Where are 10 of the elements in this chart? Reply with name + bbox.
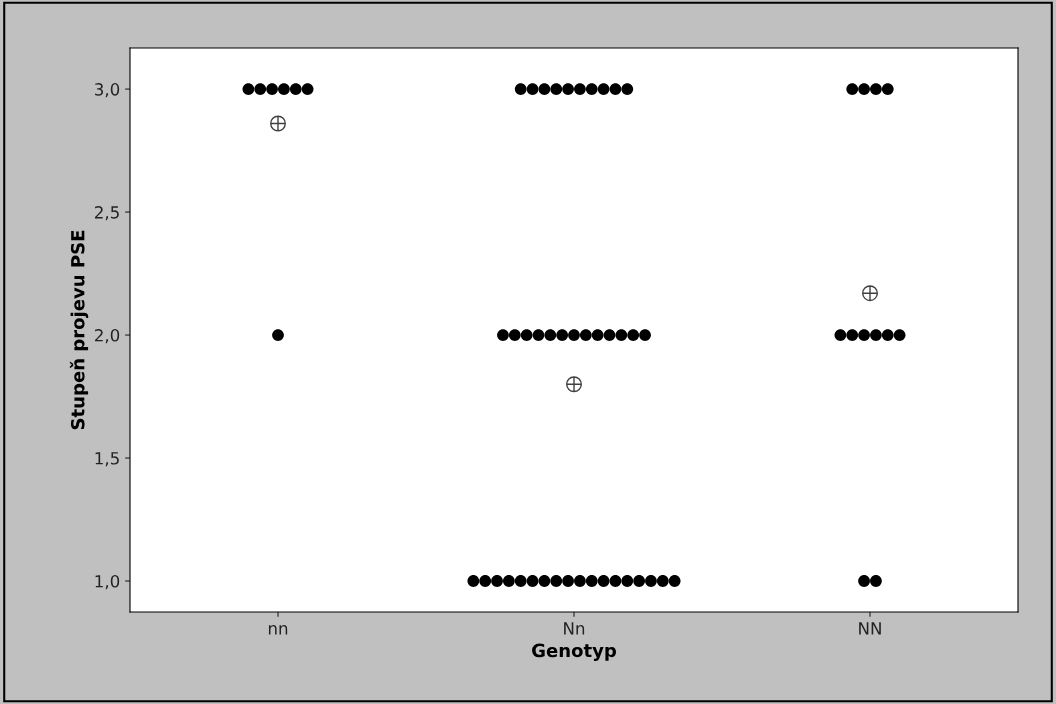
y-tick-label: 1,5 bbox=[95, 452, 119, 467]
x-tick-label: nn bbox=[268, 625, 288, 635]
y-tick-label: 1,0 bbox=[95, 574, 120, 590]
x-tick-label: Nn bbox=[564, 622, 585, 635]
y-tick-label: 3,0 bbox=[95, 83, 120, 98]
x-axis-title: Genotyp bbox=[532, 643, 617, 661]
y-tick-label: 2,0 bbox=[94, 329, 120, 344]
y-axis-title: Stupeň projevu PSE bbox=[69, 230, 89, 430]
x-tick-label: NN bbox=[859, 622, 881, 635]
y-tick-label: 2,5 bbox=[94, 206, 119, 221]
